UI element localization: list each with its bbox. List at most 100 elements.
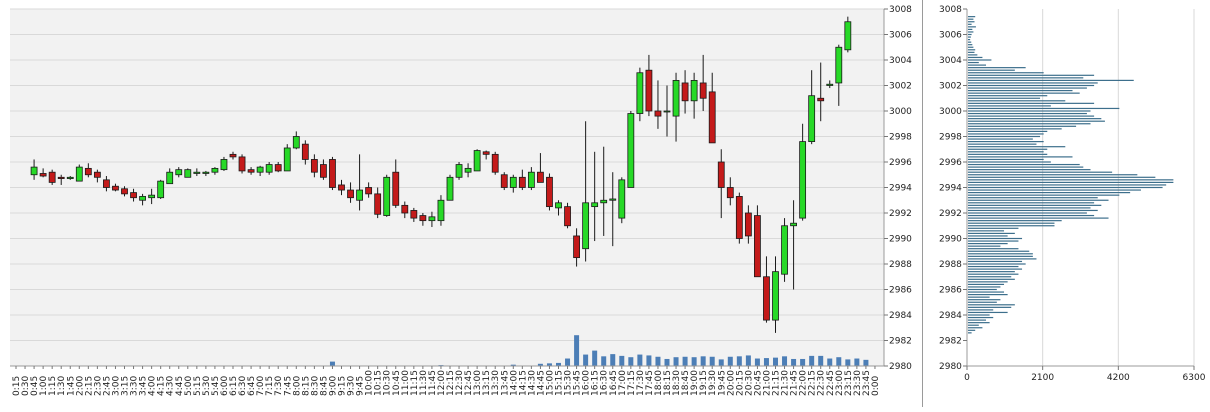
volume-bar (565, 358, 571, 366)
candle-down (274, 164, 282, 172)
time-tick-label: 23:45 (862, 370, 872, 396)
candle-up (193, 171, 201, 174)
profile-bar (968, 16, 976, 18)
profile-bar (968, 319, 987, 321)
time-tick-label: 6:00 (220, 376, 230, 396)
profile-bar (968, 207, 1091, 209)
time-tick-label: 11:15 (410, 370, 420, 396)
candle-up (383, 176, 391, 216)
time-tick-label: 20:00 (726, 370, 736, 396)
volume-bar (754, 358, 760, 366)
time-tick-label: 6:15 (229, 376, 239, 396)
time-tick-label: 11:45 (428, 370, 438, 396)
time-tick-label: 19:30 (708, 370, 718, 396)
profile-bar (968, 36, 971, 38)
time-tick-label: 9:00 (328, 376, 338, 396)
time-tick-label: 18:00 (654, 370, 664, 396)
time-tick-label: 13:30 (491, 370, 501, 396)
time-tick-label: 22:15 (808, 370, 818, 396)
profile-bar (968, 204, 1102, 206)
profile-bar (968, 214, 1095, 217)
profile-bar (968, 186, 1163, 189)
time-tick-label: 7:00 (256, 376, 266, 396)
volume-bar (592, 350, 598, 366)
profile-bar (968, 135, 1041, 138)
profile-bar (968, 227, 1019, 229)
profile-bar (968, 194, 1120, 196)
profile-bar (968, 291, 1005, 293)
time-tick-label: 6:30 (238, 376, 248, 396)
volume-bar (691, 357, 697, 366)
candle-up (844, 21, 852, 51)
volume-bar (791, 358, 797, 366)
profile-y-tick-label: 3000 (939, 107, 962, 117)
time-tick-label: 15:30 (564, 370, 574, 396)
volume-bar (682, 356, 688, 366)
time-tick-label: 18:15 (663, 370, 673, 396)
candle-down (763, 276, 770, 321)
profile-bar (968, 299, 1001, 301)
candle-down (754, 215, 761, 278)
candle-down (93, 171, 101, 178)
time-tick-label: 17:45 (645, 370, 655, 396)
price-tick-label: 2988 (889, 260, 912, 270)
candle-up (636, 72, 644, 114)
candle-up (455, 164, 463, 178)
candle-down (48, 171, 56, 183)
profile-y-tick-label: 3008 (939, 5, 962, 15)
candle-up (555, 202, 562, 209)
profile-bar (968, 329, 976, 331)
profile-bar (968, 212, 1087, 214)
volume-bar (727, 356, 733, 366)
candle-up (66, 176, 74, 179)
candle-down (817, 97, 825, 102)
time-tick-label: 10:15 (374, 370, 384, 396)
volume-bar (863, 359, 869, 366)
profile-bar (968, 230, 1005, 232)
profile-bar (968, 179, 1174, 181)
profile-bar (968, 31, 974, 33)
profile-bar (968, 59, 992, 61)
candle-down (564, 206, 571, 227)
time-tick-label: 8:00 (292, 376, 302, 396)
time-tick-label: 15:45 (573, 370, 583, 396)
profile-bar (968, 268, 1023, 270)
candle-up (618, 179, 626, 219)
time-tick-label: 15:15 (555, 370, 565, 396)
profile-bar (968, 151, 1044, 153)
profile-y-tick-label: 2980 (939, 362, 962, 372)
candle-up (464, 167, 472, 173)
candle-up (283, 147, 291, 172)
time-tick-label: 14:15 (518, 370, 528, 396)
profile-bar (968, 69, 1015, 71)
time-tick-label: 14:45 (536, 370, 546, 396)
profile-bar (968, 141, 1044, 143)
profile-bar (968, 107, 1120, 110)
time-tick-label: 3:30 (130, 376, 140, 396)
time-tick-label: 10:45 (392, 370, 402, 396)
profile-bar (968, 46, 974, 48)
candle-up (75, 166, 83, 182)
profile-bar (968, 250, 1030, 252)
profile-bar (968, 243, 1008, 245)
profile-bar (968, 202, 1095, 204)
time-tick-label: 4:15 (157, 376, 167, 396)
profile-bar (968, 123, 1091, 125)
candle-down (744, 212, 752, 237)
time-tick-label: 3:00 (111, 376, 121, 396)
time-tick-label: 1:45 (66, 376, 76, 396)
profile-bar (968, 288, 997, 291)
time-tick-label: 15:00 (545, 370, 555, 396)
time-tick-label: 4:00 (148, 376, 158, 396)
price-tick-label: 3000 (889, 107, 912, 117)
time-tick-label: 7:45 (283, 376, 293, 396)
time-tick-label: 9:45 (356, 376, 366, 396)
candle-down (229, 153, 237, 158)
price-tick-label: 2980 (889, 362, 912, 372)
candle-up (265, 164, 273, 173)
candle-up (30, 166, 38, 176)
candle-down (39, 173, 47, 177)
volume-bar (800, 358, 806, 366)
time-tick-label: 3:45 (139, 376, 149, 396)
candle-down (320, 164, 327, 178)
